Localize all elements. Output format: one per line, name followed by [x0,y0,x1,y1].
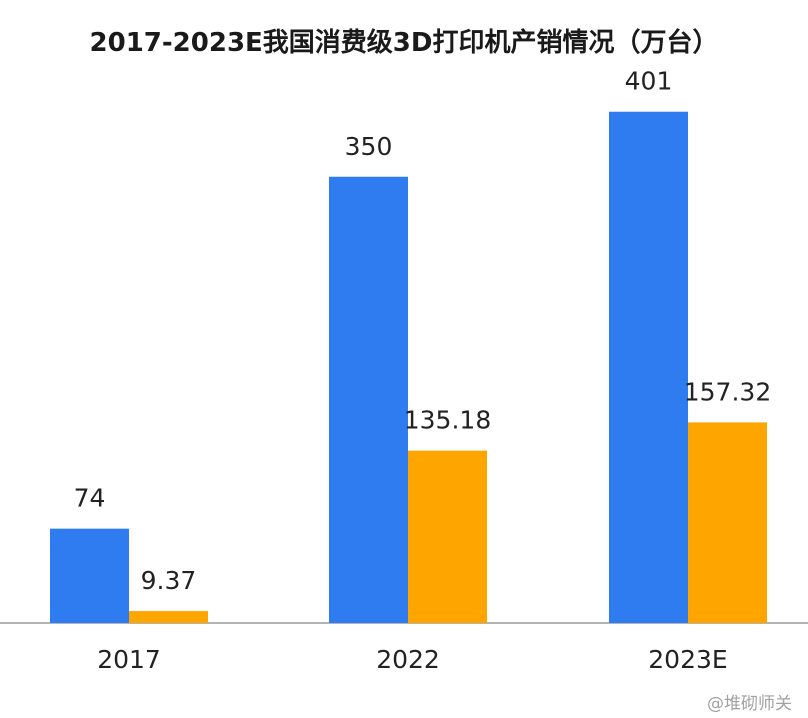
x-tick-label-2023E: 2023E [648,645,727,674]
data-label-series1-2023E: 401 [625,67,673,96]
bar-series2-2022 [408,450,487,623]
watermark-text: @堆砌师关 [707,694,792,714]
data-label-series2-2022: 135.18 [404,406,491,435]
data-label-series1-2017: 74 [74,484,106,513]
bar-series1-2022 [329,176,408,623]
bar-series1-2017 [50,528,129,623]
bar-series2-2017 [129,611,208,623]
x-tick-label-2022: 2022 [376,645,440,674]
chart-title: 2017-2023E我国消费级3D打印机产销情况（万台） [89,28,719,58]
bar-series1-2023E [609,111,688,623]
bar-series2-2023E [688,422,767,623]
data-label-series2-2023E: 157.32 [684,377,771,406]
x-tick-label-2017: 2017 [97,645,161,674]
data-label-series1-2022: 350 [345,132,393,161]
data-label-series2-2017: 9.37 [141,566,197,595]
